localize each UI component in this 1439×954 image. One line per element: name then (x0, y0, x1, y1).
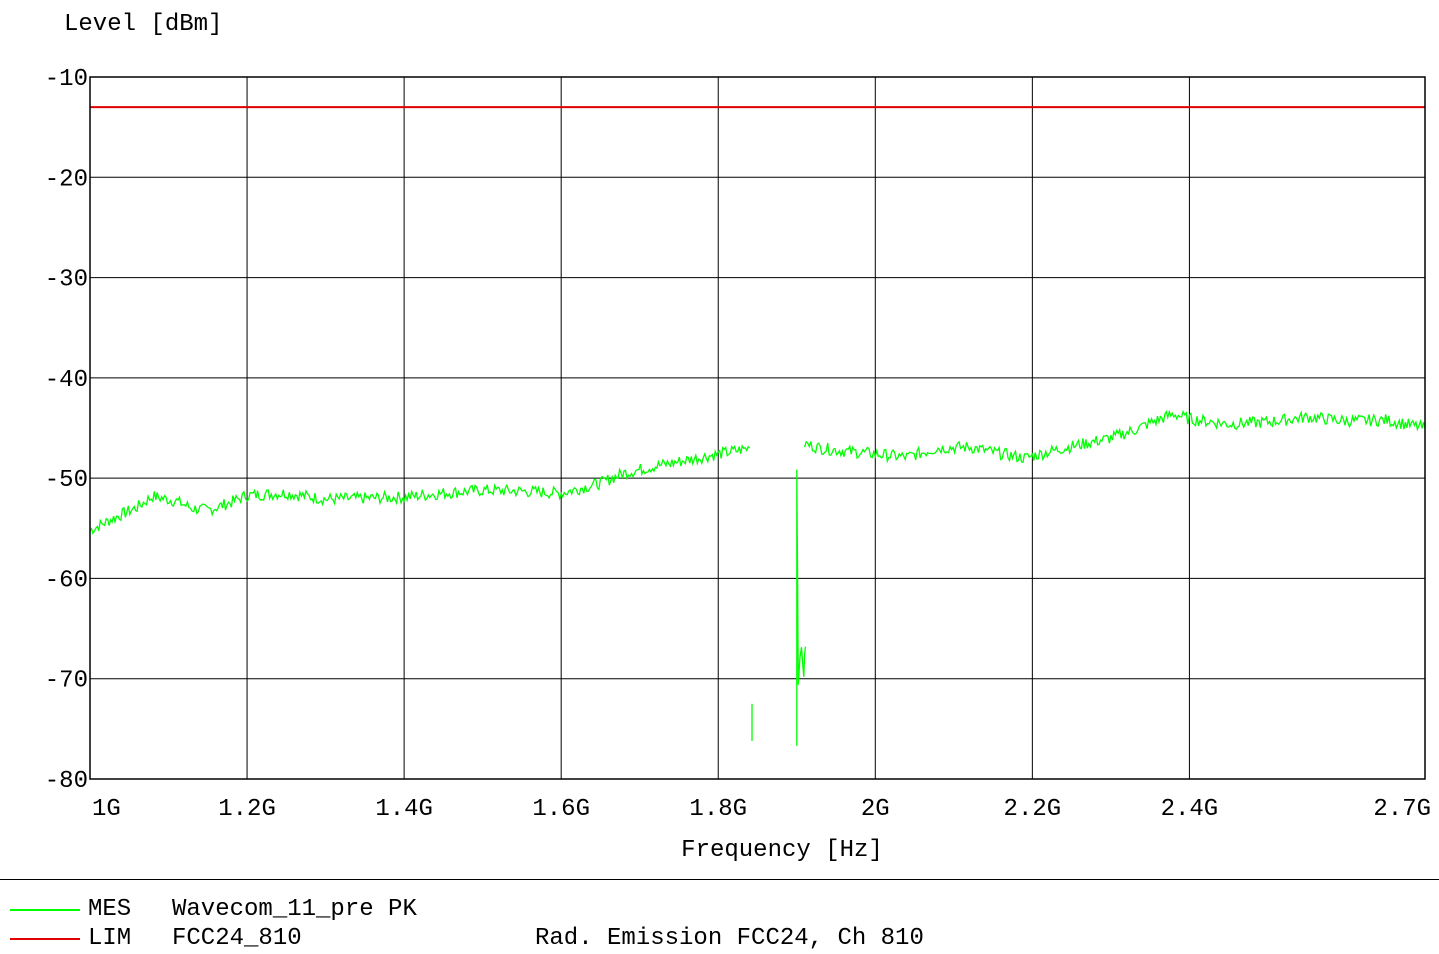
legend-name-lim: FCC24_810 (172, 925, 302, 952)
legend-item-mes: MES Wavecom_11_pre PK (0, 895, 1439, 925)
legend-tag-mes: MES (88, 896, 132, 923)
y-tick-label: -60 (45, 567, 88, 594)
x-tick-labels: 1G 1.2G 1.4G 1.6G 1.8G 2G 2.2G 2.4G 2.7G (92, 796, 1431, 823)
legend-swatch-mes (10, 909, 80, 911)
mes-trace-segment (803, 409, 1426, 464)
y-tick-label: -40 (45, 367, 88, 394)
y-tick-label: -30 (45, 267, 88, 294)
legend-name-mes: Wavecom_11_pre PK (172, 896, 417, 923)
legend-divider (0, 879, 1439, 880)
x-tick-label: 2G (861, 796, 890, 823)
mes-trace-segment (89, 444, 751, 535)
y-tick-label: -80 (45, 768, 88, 795)
x-tick-label: 1.4G (375, 796, 433, 823)
grid-lines (89, 76, 1426, 780)
legend-swatch-lim (10, 938, 80, 940)
y-tick-label: -10 (45, 66, 88, 93)
y-tick-label: -70 (45, 668, 88, 695)
x-tick-label: 2.4G (1161, 796, 1219, 823)
legend-tag-lim: LIM (88, 925, 132, 952)
x-tick-label: 1.8G (689, 796, 747, 823)
mes-trace-segment (796, 469, 807, 746)
plot-frame (89, 76, 1426, 780)
x-tick-label: 2.2G (1004, 796, 1062, 823)
legend-desc-lim: Rad. Emission FCC24, Ch 810 (535, 925, 924, 952)
legend-item-lim: LIM FCC24_810 Rad. Emission FCC24, Ch 81… (0, 924, 1439, 954)
y-tick-label: -50 (45, 467, 88, 494)
x-tick-label: 2.7G (1373, 796, 1431, 823)
y-axis-label: Level [dBm] (64, 11, 222, 38)
x-tick-label: 1G (92, 796, 121, 823)
y-tick-label: -20 (45, 166, 88, 193)
x-axis-label: Frequency [Hz] (681, 837, 883, 864)
chart-canvas: -10-20-30-40-50-60-70-80 1G 1.2G 1.4G 1.6G 1… (45, 11, 1431, 864)
y-tick-labels: -10 -20 -30 -40 -50 -60 -70 -80 (45, 66, 88, 795)
x-tick-label: 1.6G (532, 796, 590, 823)
plot-series (89, 106, 1426, 746)
x-tick-label: 1.2G (218, 796, 276, 823)
